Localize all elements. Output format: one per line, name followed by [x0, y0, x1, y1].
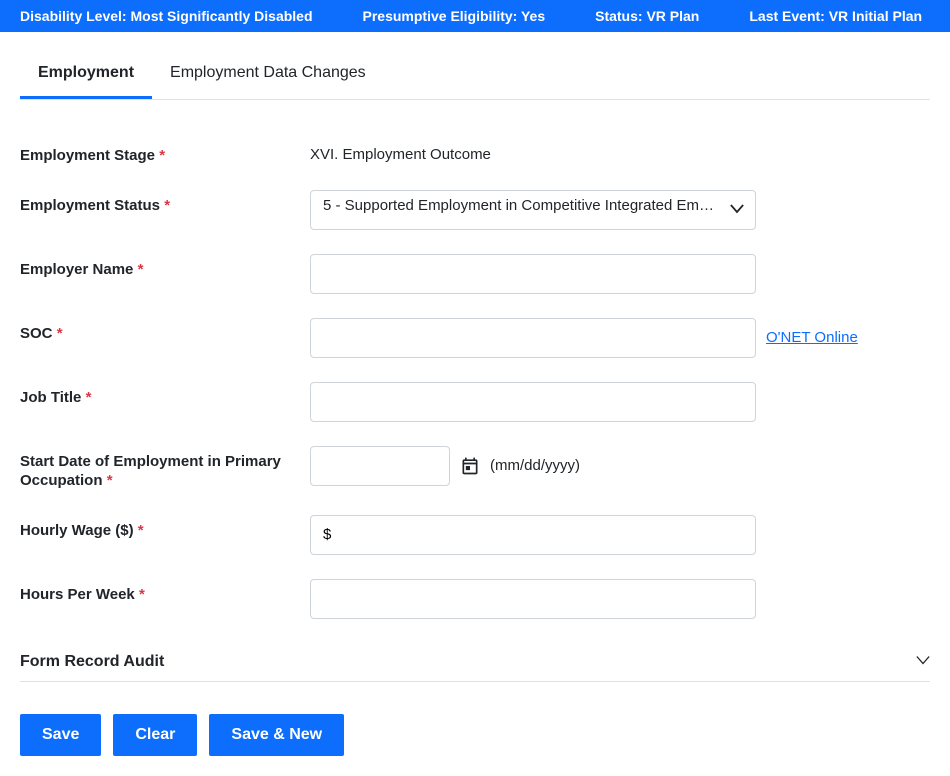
form-record-audit-label: Form Record Audit: [20, 653, 164, 671]
required-mark: *: [138, 261, 144, 278]
onet-online-link[interactable]: O'NET Online: [766, 329, 858, 346]
status-presumptive-eligibility: Presumptive Eligibility: Yes: [363, 8, 546, 24]
status-bar: Disability Level: Most Significantly Dis…: [0, 0, 950, 32]
required-mark: *: [164, 197, 170, 214]
employment-status-select[interactable]: 5 - Supported Employment in Competitive …: [310, 190, 756, 230]
soc-label: SOC *: [20, 318, 310, 344]
soc-input[interactable]: [310, 318, 756, 358]
employment-stage-value: XVI. Employment Outcome: [310, 140, 491, 163]
required-mark: *: [86, 389, 92, 406]
status-vr-plan: Status: VR Plan: [595, 8, 699, 24]
hours-per-week-label: Hours Per Week *: [20, 579, 310, 605]
employment-status-label: Employment Status *: [20, 190, 310, 216]
status-last-event: Last Event: VR Initial Plan: [749, 8, 922, 24]
employer-name-label: Employer Name *: [20, 254, 310, 280]
start-date-input[interactable]: [310, 446, 450, 486]
required-mark: *: [139, 586, 145, 603]
required-mark: *: [57, 325, 63, 342]
tabs: Employment Employment Data Changes: [20, 50, 930, 100]
required-mark: *: [138, 522, 144, 539]
tab-employment[interactable]: Employment: [20, 50, 152, 99]
employment-form: Employment Stage * XVI. Employment Outco…: [20, 140, 930, 756]
chevron-down-icon: [916, 653, 930, 670]
form-record-audit-toggle[interactable]: Form Record Audit: [20, 643, 930, 682]
calendar-icon[interactable]: [460, 456, 480, 476]
job-title-input[interactable]: [310, 382, 756, 422]
start-date-label: Start Date of Employment in Primary Occu…: [20, 446, 310, 491]
employment-stage-label: Employment Stage *: [20, 140, 310, 166]
job-title-label: Job Title *: [20, 382, 310, 408]
required-mark: *: [107, 472, 113, 489]
tab-employment-data-changes[interactable]: Employment Data Changes: [152, 50, 384, 99]
start-date-hint: (mm/dd/yyyy): [490, 457, 580, 474]
status-disability-level: Disability Level: Most Significantly Dis…: [20, 8, 313, 24]
hourly-wage-label: Hourly Wage ($) *: [20, 515, 310, 541]
hourly-wage-input[interactable]: [310, 515, 756, 555]
employer-name-input[interactable]: [310, 254, 756, 294]
hours-per-week-input[interactable]: [310, 579, 756, 619]
required-mark: *: [159, 147, 165, 164]
